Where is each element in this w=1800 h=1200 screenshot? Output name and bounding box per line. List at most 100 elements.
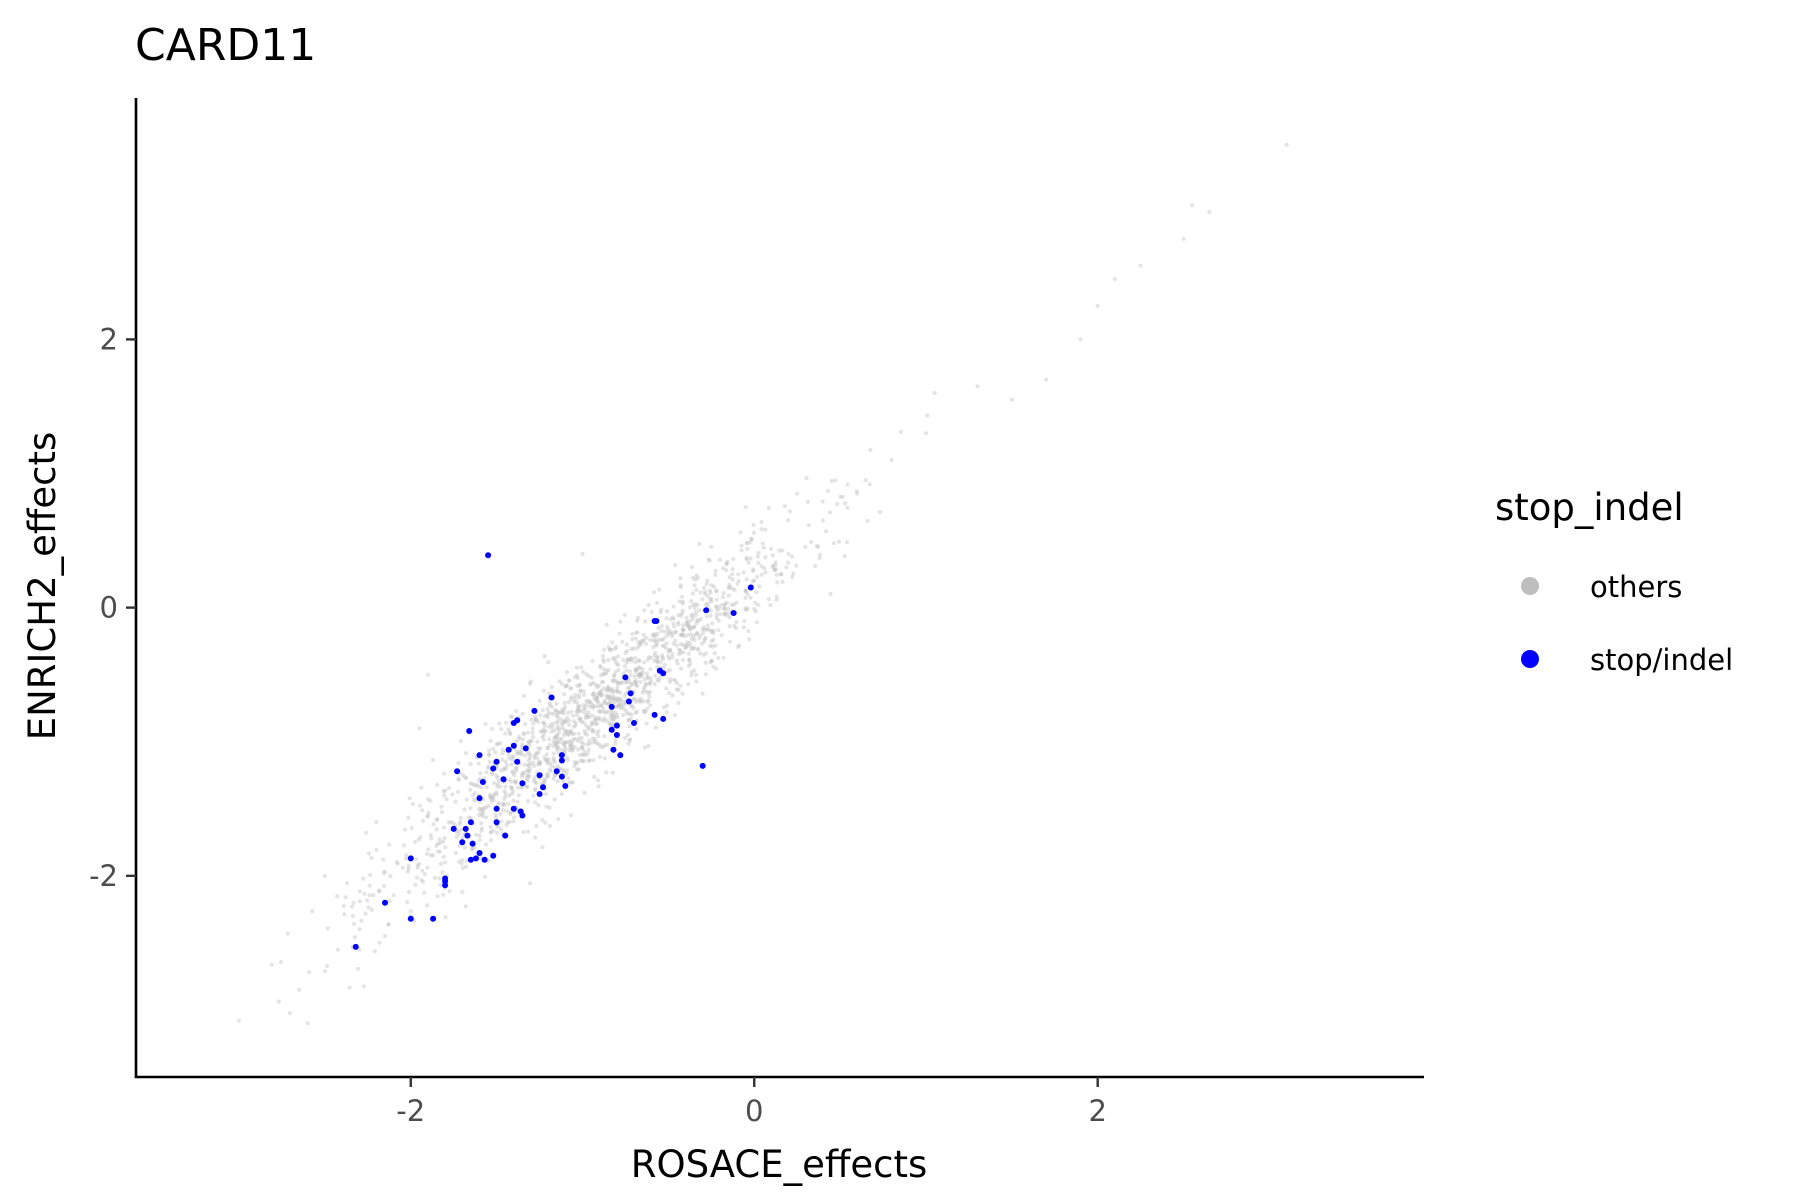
- data-point-others: [763, 527, 768, 532]
- data-point-others: [606, 668, 611, 673]
- data-point-others: [538, 746, 543, 751]
- data-point-others: [556, 745, 561, 750]
- data-point-others: [489, 838, 494, 843]
- data-point-others: [678, 648, 683, 653]
- data-point-others: [483, 721, 488, 726]
- data-point-others: [694, 620, 699, 626]
- data-point-others: [714, 603, 719, 609]
- data-point-others: [625, 732, 631, 738]
- data-point-others: [588, 700, 593, 705]
- data-point-others: [684, 643, 689, 648]
- data-point-others: [453, 799, 458, 804]
- data-point-others: [697, 541, 702, 547]
- data-point-others: [621, 712, 626, 718]
- data-point-others: [642, 608, 647, 613]
- data-point-others: [664, 710, 669, 715]
- data-point-others: [686, 620, 691, 625]
- data-point-others: [634, 709, 640, 714]
- data-point-others: [768, 603, 773, 608]
- data-point-others: [287, 1011, 292, 1016]
- data-point-stop-indel: [510, 742, 517, 749]
- data-point-others: [704, 651, 709, 656]
- data-point-others: [652, 638, 658, 643]
- data-point-others: [569, 780, 574, 785]
- data-point-others: [574, 713, 580, 718]
- data-point-others: [586, 710, 591, 715]
- data-point-others: [602, 686, 607, 691]
- data-point-others: [618, 702, 623, 707]
- data-point-others: [470, 793, 475, 798]
- data-point-others: [521, 829, 526, 835]
- data-point-others: [1078, 337, 1083, 342]
- data-point-others: [568, 813, 574, 818]
- data-point-others: [591, 740, 596, 745]
- data-point-others: [738, 530, 743, 535]
- data-point-others: [616, 654, 621, 659]
- data-point-others: [790, 574, 795, 580]
- data-point-others: [613, 741, 618, 746]
- data-point-others: [561, 711, 566, 716]
- data-point-others: [624, 660, 629, 665]
- data-point-others: [456, 761, 461, 766]
- data-point-others: [514, 769, 519, 774]
- data-point-others: [483, 874, 488, 879]
- data-point-others: [823, 529, 829, 534]
- data-point-others: [609, 723, 614, 728]
- data-point-others: [743, 504, 748, 510]
- data-point-others: [730, 577, 735, 582]
- data-point-others: [665, 669, 670, 674]
- data-point-others: [428, 798, 433, 804]
- data-point-others: [689, 618, 694, 623]
- data-point-others: [745, 540, 750, 546]
- data-point-others: [536, 803, 541, 808]
- data-point-others: [556, 764, 561, 769]
- data-point-others: [671, 621, 676, 626]
- data-point-others: [606, 645, 611, 650]
- data-point-stop-indel: [467, 856, 474, 863]
- data-point-stop-indel: [558, 773, 565, 780]
- data-point-others: [591, 692, 596, 698]
- data-point-others: [592, 690, 597, 696]
- data-point-others: [831, 541, 837, 546]
- others-points: [236, 142, 1289, 1026]
- data-point-others: [617, 702, 622, 707]
- data-point-others: [468, 762, 473, 767]
- data-point-others: [524, 784, 529, 789]
- data-point-others: [525, 829, 531, 834]
- data-point-others: [633, 678, 639, 683]
- data-point-others: [553, 734, 558, 739]
- data-point-others: [596, 683, 602, 688]
- data-point-others: [713, 643, 718, 648]
- data-point-others: [774, 594, 779, 599]
- data-point-others: [704, 581, 709, 587]
- data-point-others: [719, 603, 724, 608]
- data-point-others: [687, 623, 692, 628]
- data-point-others: [587, 738, 592, 743]
- data-point-others: [613, 696, 618, 701]
- data-point-others: [686, 658, 692, 663]
- data-point-others: [633, 699, 639, 705]
- data-point-others: [456, 859, 461, 864]
- data-point-others: [624, 711, 630, 716]
- data-point-others: [464, 797, 469, 802]
- data-point-others: [624, 642, 629, 647]
- data-point-others: [576, 738, 581, 744]
- data-point-others: [556, 731, 562, 736]
- data-point-others: [743, 588, 748, 594]
- data-point-others: [820, 499, 825, 504]
- data-point-others: [691, 634, 696, 639]
- data-point-others: [734, 626, 739, 631]
- data-point-stop-indel: [454, 768, 461, 775]
- data-point-others: [623, 680, 629, 685]
- data-point-others: [495, 784, 500, 789]
- data-point-others: [633, 681, 638, 686]
- data-point-others: [692, 605, 697, 610]
- data-point-others: [561, 732, 567, 738]
- data-point-others: [627, 669, 633, 674]
- data-point-others: [576, 703, 581, 708]
- data-point-others: [773, 563, 778, 568]
- data-point-others: [682, 634, 687, 639]
- data-point-others: [565, 683, 570, 688]
- data-point-others: [363, 911, 368, 917]
- data-point-others: [627, 679, 632, 684]
